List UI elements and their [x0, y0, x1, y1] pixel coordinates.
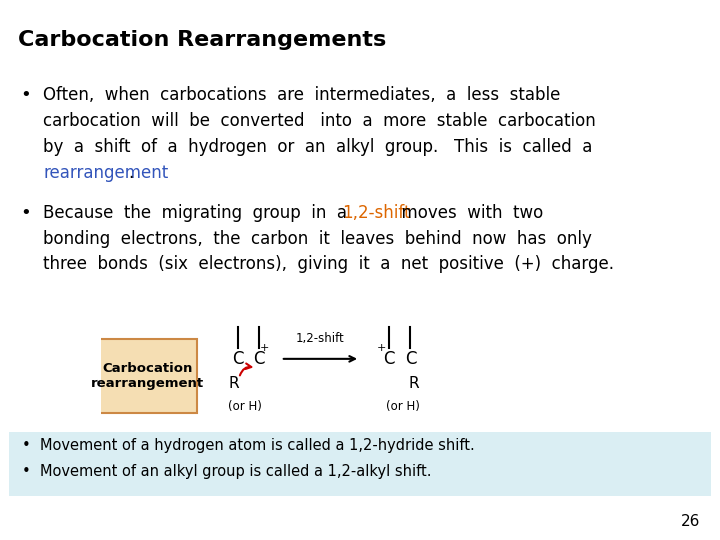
Text: 1,2-shift: 1,2-shift — [342, 204, 410, 221]
Text: by  a  shift  of  a  hydrogen  or  an  alkyl  group.   This  is  called  a: by a shift of a hydrogen or an alkyl gro… — [43, 138, 593, 156]
Text: moves  with  two: moves with two — [391, 204, 543, 221]
Text: 1,2-shift: 1,2-shift — [296, 332, 345, 345]
Text: •: • — [20, 86, 31, 104]
Text: •: • — [20, 204, 31, 221]
Text: •  Movement of an alkyl group is called a 1,2-alkyl shift.: • Movement of an alkyl group is called a… — [22, 464, 431, 480]
Text: rearrangement: rearrangement — [43, 164, 168, 182]
FancyBboxPatch shape — [9, 432, 711, 496]
Text: C: C — [253, 350, 265, 368]
Text: R: R — [409, 376, 419, 391]
Text: +: + — [260, 342, 270, 353]
Text: (or H): (or H) — [386, 400, 420, 413]
Text: 26: 26 — [680, 514, 700, 529]
FancyBboxPatch shape — [99, 339, 197, 413]
Text: three  bonds  (six  electrons),  giving  it  a  net  positive  (+)  charge.: three bonds (six electrons), giving it a… — [43, 255, 614, 273]
Text: carbocation  will  be  converted   into  a  more  stable  carbocation: carbocation will be converted into a mor… — [43, 112, 596, 130]
Text: Because  the  migrating  group  in  a: Because the migrating group in a — [43, 204, 358, 221]
Text: C: C — [232, 350, 243, 368]
Text: R: R — [229, 376, 239, 391]
Text: Carbocation Rearrangements: Carbocation Rearrangements — [18, 30, 386, 50]
Text: Often,  when  carbocations  are  intermediates,  a  less  stable: Often, when carbocations are intermediat… — [43, 86, 561, 104]
Text: (or H): (or H) — [228, 400, 262, 413]
Text: C: C — [405, 350, 416, 368]
Text: +: + — [377, 342, 387, 353]
Text: C: C — [383, 350, 395, 368]
Text: Carbocation
rearrangement: Carbocation rearrangement — [91, 362, 204, 390]
Text: •  Movement of a hydrogen atom is called a 1,2-hydride shift.: • Movement of a hydrogen atom is called … — [22, 438, 474, 454]
Text: .: . — [128, 164, 133, 182]
Text: bonding  electrons,  the  carbon  it  leaves  behind  now  has  only: bonding electrons, the carbon it leaves … — [43, 230, 592, 247]
